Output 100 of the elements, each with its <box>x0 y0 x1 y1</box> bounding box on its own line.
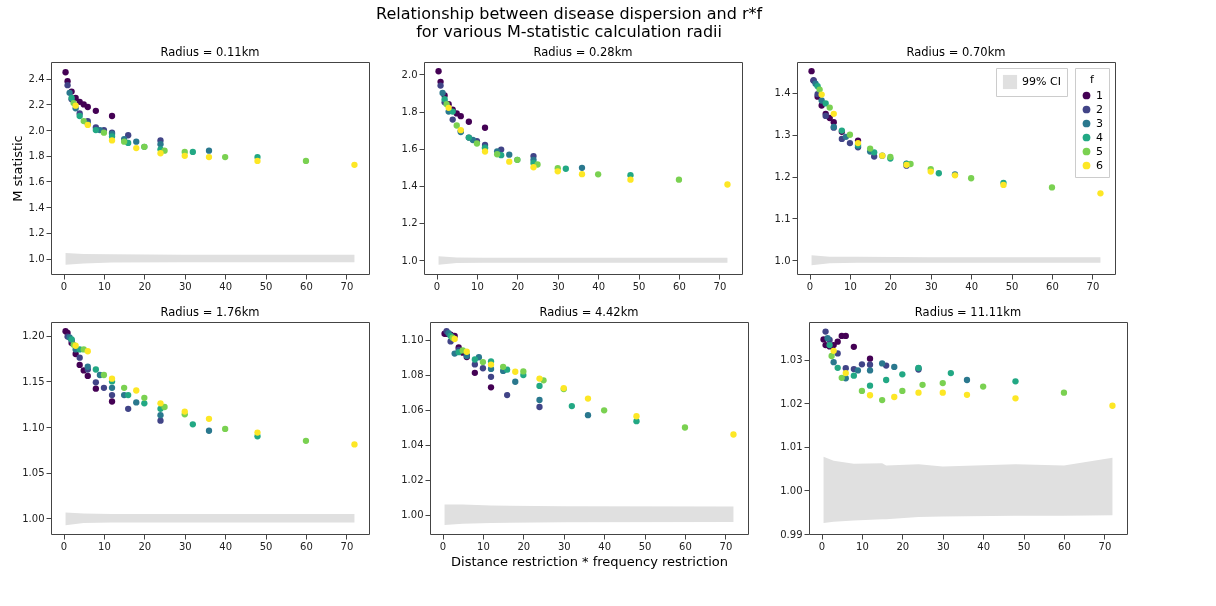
y-tick-label: 1.10 <box>22 421 45 433</box>
x-tick-label: 10 <box>856 540 869 552</box>
chart-title: Radius = 0.11km <box>160 44 260 59</box>
y-tick-label: 1.02 <box>401 474 424 486</box>
x-tick-label: 40 <box>965 280 979 292</box>
x-tick-label: 40 <box>598 540 612 552</box>
y-tick-label: 1.2 <box>401 217 418 229</box>
y-tick-label: 0.99 <box>780 528 803 540</box>
y-tick-label: 1.03 <box>780 354 803 366</box>
y-tick-label: 2.2 <box>28 98 45 110</box>
x-tick-label: 30 <box>178 280 192 292</box>
x-axis-title: Distance restriction * frequency restriction <box>451 553 728 569</box>
x-tick-label: 60 <box>673 280 686 292</box>
x-tick-label: 50 <box>259 280 273 292</box>
x-tick-label: 0 <box>60 280 68 292</box>
x-tick-label: 60 <box>679 540 692 552</box>
x-tick-label: 20 <box>896 540 910 552</box>
y-tick-label: 1.0 <box>28 253 45 265</box>
x-tick-label: 30 <box>557 540 571 552</box>
x-tick-label: 40 <box>592 280 606 292</box>
x-tick-label: 70 <box>713 280 727 292</box>
y-tick-label: 2.0 <box>28 124 45 136</box>
legend-label: 1 <box>1096 88 1103 102</box>
y-tick-label: 1.6 <box>401 143 418 155</box>
y-axis-title: M statistic <box>9 135 25 202</box>
x-tick-label: 10 <box>98 280 111 292</box>
x-tick-label: 60 <box>1058 540 1071 552</box>
y-tick-label: 1.0 <box>401 254 418 266</box>
y-tick-label: 1.00 <box>22 512 45 524</box>
y-tick-label: 1.06 <box>401 404 424 416</box>
legend-label: 4 <box>1096 130 1103 144</box>
x-tick-label: 0 <box>806 280 814 292</box>
y-tick-label: 1.2 <box>774 171 791 183</box>
y-tick-label: 1.20 <box>22 330 45 342</box>
x-tick-label: 50 <box>1005 280 1019 292</box>
x-tick-label: 70 <box>1086 280 1100 292</box>
x-tick-label: 0 <box>60 540 68 552</box>
chart-title: Radius = 0.70km <box>906 44 1006 59</box>
y-tick-label: 1.2 <box>28 227 45 239</box>
text: Relationship between disease dispersion and r*f for various M-statistic calculation radii <box>375 4 763 41</box>
y-tick-label: 1.00 <box>780 484 803 496</box>
x-tick-label: 20 <box>511 280 525 292</box>
y-tick-label: 1.10 <box>401 334 424 346</box>
x-tick-label: 10 <box>471 280 484 292</box>
legend-label: 2 <box>1096 102 1103 116</box>
x-tick-label: 40 <box>219 280 233 292</box>
y-tick-label: 1.15 <box>22 375 45 387</box>
x-tick-label: 40 <box>977 540 991 552</box>
x-tick-label: 30 <box>178 540 192 552</box>
x-tick-label: 60 <box>300 540 313 552</box>
x-tick-label: 70 <box>1098 540 1112 552</box>
chart-title: Radius = 0.28km <box>533 44 633 59</box>
x-tick-label: 50 <box>259 540 273 552</box>
y-tick-label: 1.00 <box>401 509 424 521</box>
y-tick-label: 1.0 <box>774 254 791 266</box>
chart-title: Radius = 11.11km <box>914 304 1022 319</box>
x-tick-label: 70 <box>340 540 354 552</box>
legend-label: 3 <box>1096 116 1103 130</box>
x-tick-label: 10 <box>477 540 490 552</box>
x-tick-label: 10 <box>844 280 857 292</box>
x-tick-label: 20 <box>138 280 152 292</box>
y-tick-label: 1.04 <box>401 439 424 451</box>
y-tick-label: 1.3 <box>774 129 791 141</box>
x-tick-label: 60 <box>1046 280 1059 292</box>
legend-label: 99% CI <box>1022 75 1061 88</box>
y-tick-label: 2.0 <box>401 68 418 80</box>
x-tick-label: 50 <box>1017 540 1031 552</box>
x-tick-label: 20 <box>884 280 898 292</box>
y-tick-label: 1.05 <box>22 467 45 479</box>
legend-title: f <box>1090 73 1096 86</box>
legend-label: 5 <box>1096 144 1103 158</box>
x-tick-label: 0 <box>433 280 441 292</box>
x-tick-label: 20 <box>138 540 152 552</box>
y-tick-label: 1.4 <box>401 180 418 192</box>
x-tick-label: 30 <box>936 540 950 552</box>
x-tick-label: 70 <box>340 280 354 292</box>
x-tick-label: 40 <box>219 540 233 552</box>
y-tick-label: 1.6 <box>28 175 45 187</box>
chart-title: Radius = 1.76km <box>160 304 260 319</box>
x-tick-label: 10 <box>98 540 111 552</box>
x-tick-label: 50 <box>638 540 652 552</box>
x-tick-label: 30 <box>924 280 938 292</box>
x-tick-label: 70 <box>719 540 733 552</box>
y-tick-label: 2.4 <box>28 73 45 85</box>
x-tick-label: 20 <box>517 540 531 552</box>
x-tick-label: 60 <box>300 280 313 292</box>
legend-label: 6 <box>1096 158 1103 172</box>
y-tick-label: 1.1 <box>774 212 791 224</box>
chart-title: Radius = 4.42km <box>539 304 639 319</box>
y-tick-label: 1.4 <box>774 87 791 99</box>
x-tick-label: 30 <box>551 280 565 292</box>
y-tick-label: 1.02 <box>780 397 803 409</box>
y-tick-label: 1.8 <box>28 150 45 162</box>
x-tick-label: 50 <box>632 280 646 292</box>
x-tick-label: 0 <box>439 540 447 552</box>
y-tick-label: 1.8 <box>401 106 418 118</box>
x-tick-label: 0 <box>818 540 826 552</box>
y-tick-label: 1.01 <box>780 441 803 453</box>
y-tick-label: 1.08 <box>401 369 424 381</box>
y-tick-label: 1.4 <box>28 201 45 213</box>
